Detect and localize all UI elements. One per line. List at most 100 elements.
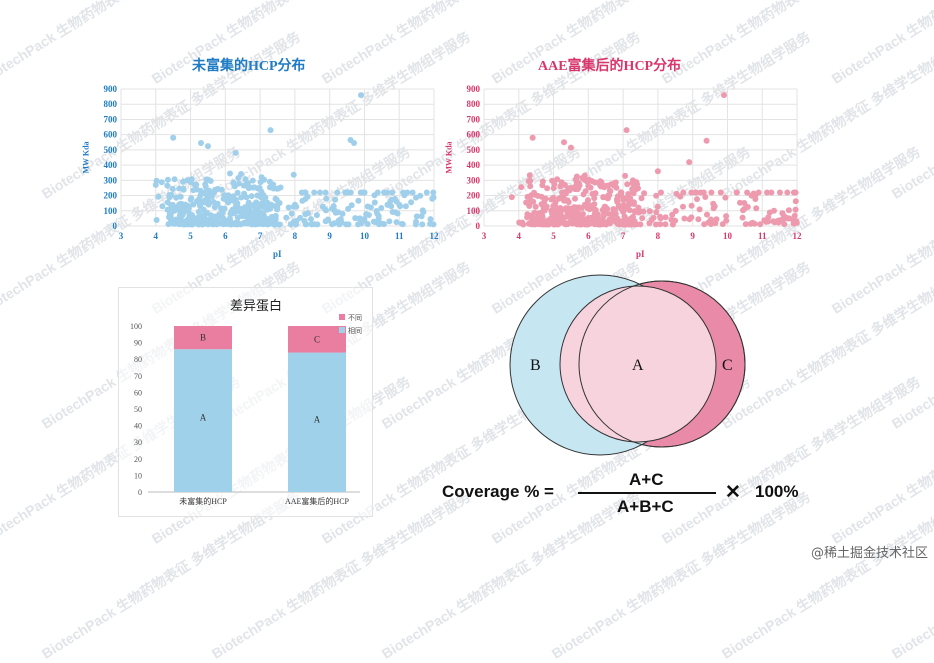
scatter-point bbox=[554, 176, 561, 183]
scatter-point bbox=[755, 189, 762, 196]
scatter-point bbox=[330, 203, 337, 210]
scatter-point bbox=[695, 216, 702, 223]
scatter-point bbox=[654, 203, 661, 210]
scatter-point bbox=[561, 181, 568, 188]
scatter-point bbox=[238, 171, 245, 177]
scatter-point bbox=[430, 189, 437, 196]
scatter-point bbox=[618, 189, 625, 196]
scatter-point bbox=[203, 176, 210, 183]
scatter-point bbox=[332, 209, 339, 216]
scatter-point bbox=[258, 213, 264, 220]
scatter-point bbox=[401, 192, 408, 199]
scatter-point bbox=[361, 217, 368, 224]
scatter-point bbox=[190, 201, 197, 208]
scatter-point bbox=[654, 168, 661, 175]
scatter-point bbox=[571, 204, 578, 211]
scatter-point bbox=[190, 187, 197, 194]
scatter-point bbox=[290, 203, 297, 210]
scatter-point bbox=[197, 140, 204, 147]
scatter-point bbox=[693, 189, 700, 196]
scatter-point bbox=[630, 201, 637, 207]
scatter-point bbox=[249, 184, 256, 191]
y-tick-label: 200 bbox=[467, 191, 481, 201]
scatter-point bbox=[575, 180, 582, 187]
scatter-point bbox=[201, 199, 208, 206]
y-tick-label: 50 bbox=[134, 405, 142, 414]
scatter-point bbox=[221, 219, 227, 226]
scatter-point bbox=[226, 216, 233, 223]
scatter-point bbox=[677, 193, 684, 200]
scatter-point bbox=[266, 178, 273, 185]
scatter-point bbox=[593, 213, 600, 220]
scatter-point bbox=[737, 199, 743, 206]
scatter-point bbox=[176, 204, 182, 211]
scatter-point bbox=[790, 217, 797, 224]
scatter-point bbox=[155, 193, 162, 200]
scatter-point bbox=[550, 194, 557, 201]
x-tick-label: 12 bbox=[430, 231, 440, 241]
scatter-point bbox=[639, 215, 646, 222]
scatter-point bbox=[339, 210, 346, 217]
category-label: 未富集的HCP bbox=[179, 496, 227, 506]
scatter-point bbox=[249, 212, 255, 219]
scatter-point bbox=[345, 221, 352, 228]
scatter-point bbox=[686, 216, 693, 223]
scatter-point bbox=[285, 204, 292, 211]
y-tick-label: 400 bbox=[104, 160, 118, 170]
scatter-point bbox=[622, 216, 629, 223]
scatter-point bbox=[388, 196, 395, 203]
scatter-point bbox=[272, 195, 279, 202]
scatter-point bbox=[741, 206, 748, 212]
scatter-point bbox=[254, 185, 261, 192]
scatter-point bbox=[240, 182, 247, 189]
y-tick-label: 300 bbox=[104, 175, 118, 185]
x-tick-label: 5 bbox=[551, 231, 556, 241]
scatter-point bbox=[193, 181, 200, 188]
scatter-point bbox=[202, 189, 209, 195]
scatter2-chart: 0 100 200 300 400 500 600 700 800 900 3 4 5 6 7 8 9 10 11 1… bbox=[467, 84, 803, 241]
bar-segment-same bbox=[288, 352, 346, 492]
scatter-point bbox=[164, 182, 171, 189]
scatter-point bbox=[402, 203, 409, 210]
scatter-point bbox=[338, 219, 345, 226]
scatter-point bbox=[614, 197, 621, 204]
x-tick-label: 9 bbox=[690, 231, 695, 241]
venn-circle-a bbox=[559, 285, 717, 443]
x-tick-label: 6 bbox=[223, 231, 228, 241]
scatter-point bbox=[352, 215, 359, 222]
scatter-point bbox=[630, 213, 636, 220]
scatter-point bbox=[708, 221, 714, 228]
scatter-point bbox=[527, 183, 534, 190]
y-tick-label: 60 bbox=[134, 388, 142, 397]
scatter-point bbox=[187, 196, 194, 203]
scatter-point bbox=[704, 211, 710, 218]
scatter-point bbox=[723, 217, 730, 224]
scatter-point bbox=[538, 221, 545, 228]
scatter-point bbox=[764, 189, 770, 196]
scatter-point bbox=[206, 218, 213, 225]
scatter-point bbox=[389, 209, 396, 215]
scatter-point bbox=[569, 220, 576, 227]
scatter-point bbox=[585, 197, 591, 204]
scatter-point bbox=[595, 179, 602, 186]
scatter-point bbox=[722, 194, 729, 201]
y-tick-label: 100 bbox=[130, 322, 142, 331]
scatter-point bbox=[680, 203, 686, 210]
scatter-point bbox=[532, 203, 539, 210]
scatter-point bbox=[680, 189, 687, 196]
scatter-point bbox=[252, 205, 259, 212]
scatter-point bbox=[572, 195, 578, 202]
scatter-point bbox=[420, 209, 427, 216]
scatter-point bbox=[544, 185, 551, 192]
scatter-point bbox=[355, 197, 362, 204]
y-tick-label: 300 bbox=[467, 175, 481, 185]
scatter-point bbox=[622, 195, 629, 202]
scatter-point bbox=[273, 204, 280, 211]
scatter-point bbox=[227, 197, 234, 204]
scatter-point bbox=[567, 144, 574, 151]
scatter-point bbox=[232, 149, 239, 156]
scatter-point bbox=[376, 221, 382, 228]
y-tick-label: 900 bbox=[104, 84, 118, 94]
scatter-point bbox=[531, 209, 538, 216]
scatter-point bbox=[195, 208, 202, 215]
